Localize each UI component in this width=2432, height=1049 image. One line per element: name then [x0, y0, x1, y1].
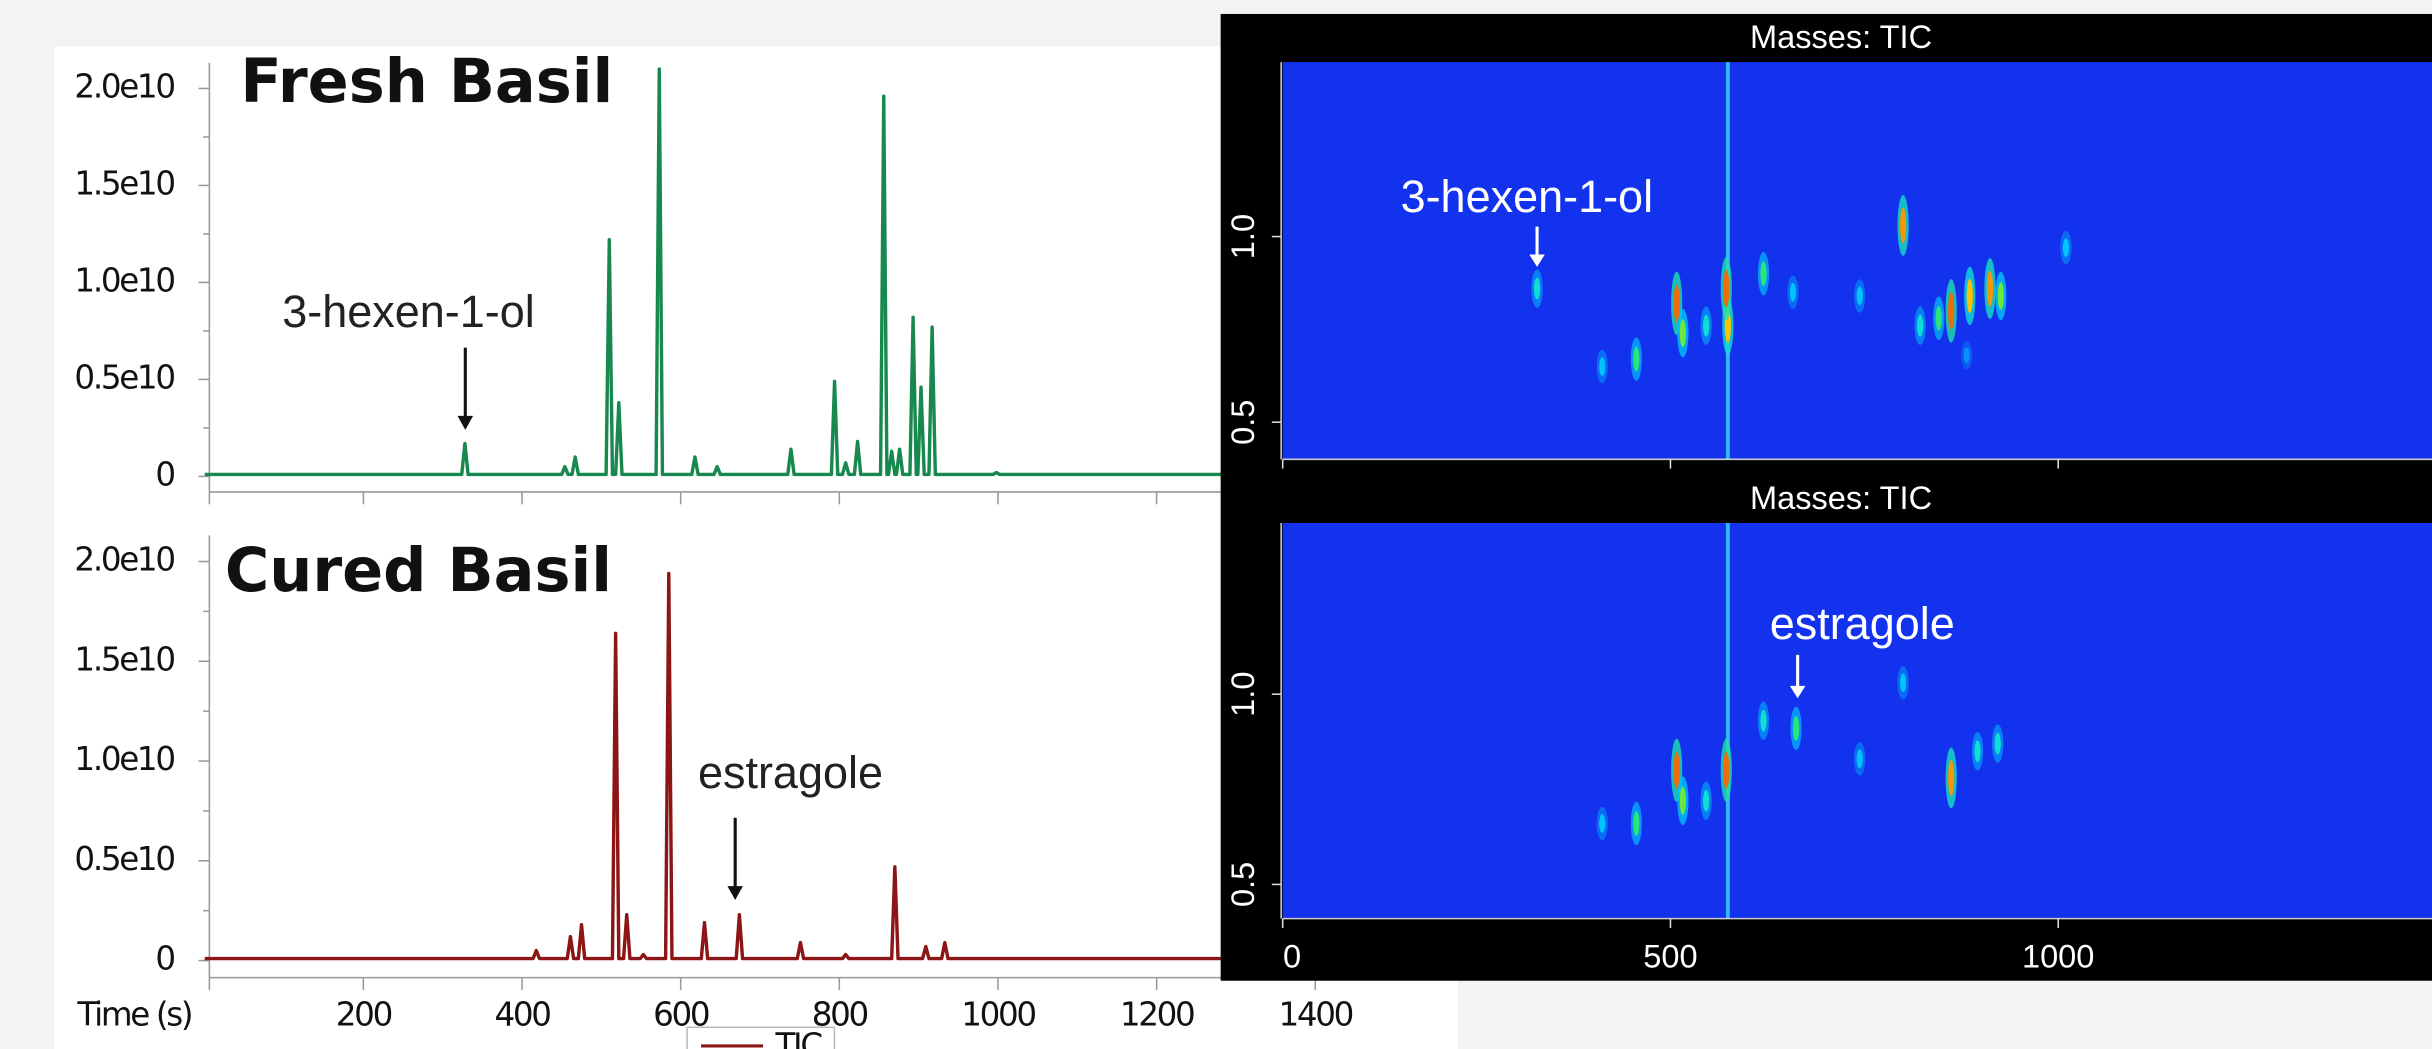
chart-title: Fresh Basil [240, 47, 613, 117]
x-tick-label: 400 [494, 995, 550, 1033]
spot [1997, 282, 2004, 310]
y-tick-label: 1.5e10 [74, 640, 174, 678]
x-tick-label: 1200 [1120, 995, 1194, 1033]
spot [1900, 673, 1907, 693]
spot [1760, 261, 1767, 287]
y-tick-label: 0 [155, 455, 174, 493]
y-tick-label: 2.0e10 [74, 67, 174, 105]
annotation-arrowhead [1529, 254, 1545, 267]
spot [2062, 238, 2070, 258]
spot [1986, 270, 1994, 307]
x-tick-label: 200 [336, 995, 392, 1033]
y-tick-label: 0.5e10 [74, 840, 174, 878]
y-tick-label: 0.5 [1225, 862, 1261, 907]
spot [1792, 715, 1800, 741]
annotation-arrowhead [457, 415, 474, 430]
spot [1673, 284, 1680, 323]
spot [1917, 314, 1924, 337]
spot [1948, 760, 1955, 796]
spot [1760, 709, 1767, 732]
heatmap-plot [1282, 522, 2432, 919]
x-tick-label: 1000 [2022, 939, 2094, 975]
heatmap-title: Masses: TIC [1750, 480, 1932, 516]
y-tick-label: 2.0e10 [74, 541, 174, 579]
data-line [204, 571, 1316, 961]
spot [1948, 292, 1955, 330]
annotation-arrowhead [1789, 685, 1806, 699]
legend-box [686, 1026, 836, 1049]
spot [1856, 749, 1863, 769]
spot [1723, 751, 1730, 789]
y-tick-label: 0.5e10 [74, 358, 174, 396]
spot [1703, 314, 1710, 337]
annotation: 3-hexen-1-ol [282, 286, 535, 337]
spot [1679, 786, 1686, 815]
x-tick-label: 500 [1643, 939, 1697, 975]
y-tick-label: 0 [155, 940, 174, 978]
heatmap-plot [1282, 62, 2432, 460]
annotation: estragole [1770, 598, 1955, 649]
annotation-arrowhead [727, 886, 743, 901]
y-tick-label: 1.5e10 [74, 164, 174, 202]
y-tick-label: 1.0 [1225, 214, 1261, 259]
spot [1789, 282, 1797, 302]
spot [1935, 305, 1942, 331]
spot [1599, 357, 1606, 376]
data-line [204, 67, 1316, 477]
spot [1703, 789, 1710, 812]
annotation: estragole [698, 747, 883, 798]
spot [1673, 751, 1680, 789]
spot [1856, 286, 1863, 306]
spot [1633, 346, 1640, 372]
x-tick-label: 1000 [961, 995, 1035, 1033]
spot [1900, 207, 1907, 244]
spot [1679, 319, 1686, 348]
y-tick-label: 1.0e10 [74, 740, 174, 778]
spot [1723, 269, 1730, 308]
x-tick-label: 0 [1283, 939, 1301, 975]
spot [1633, 811, 1640, 836]
x-axis-label: Time (s) [77, 995, 192, 1033]
legend-label: TIC [775, 1026, 822, 1049]
annotation: 3-hexen-1-ol [1401, 171, 1654, 222]
spot [1966, 278, 1973, 314]
y-tick-label: 0.5 [1225, 400, 1261, 445]
spot [1599, 814, 1606, 833]
y-tick-label: 1.0 [1225, 672, 1261, 717]
chart-title: Cured Basil [225, 536, 612, 606]
y-tick-label: 1.0e10 [74, 261, 174, 299]
spot [1963, 347, 1970, 364]
x-tick-label: 1400 [1278, 995, 1352, 1033]
spot [1533, 277, 1541, 300]
spot [1974, 740, 1981, 763]
heatmap-title: Masses: TIC [1750, 19, 1932, 55]
spot [1994, 732, 2001, 755]
